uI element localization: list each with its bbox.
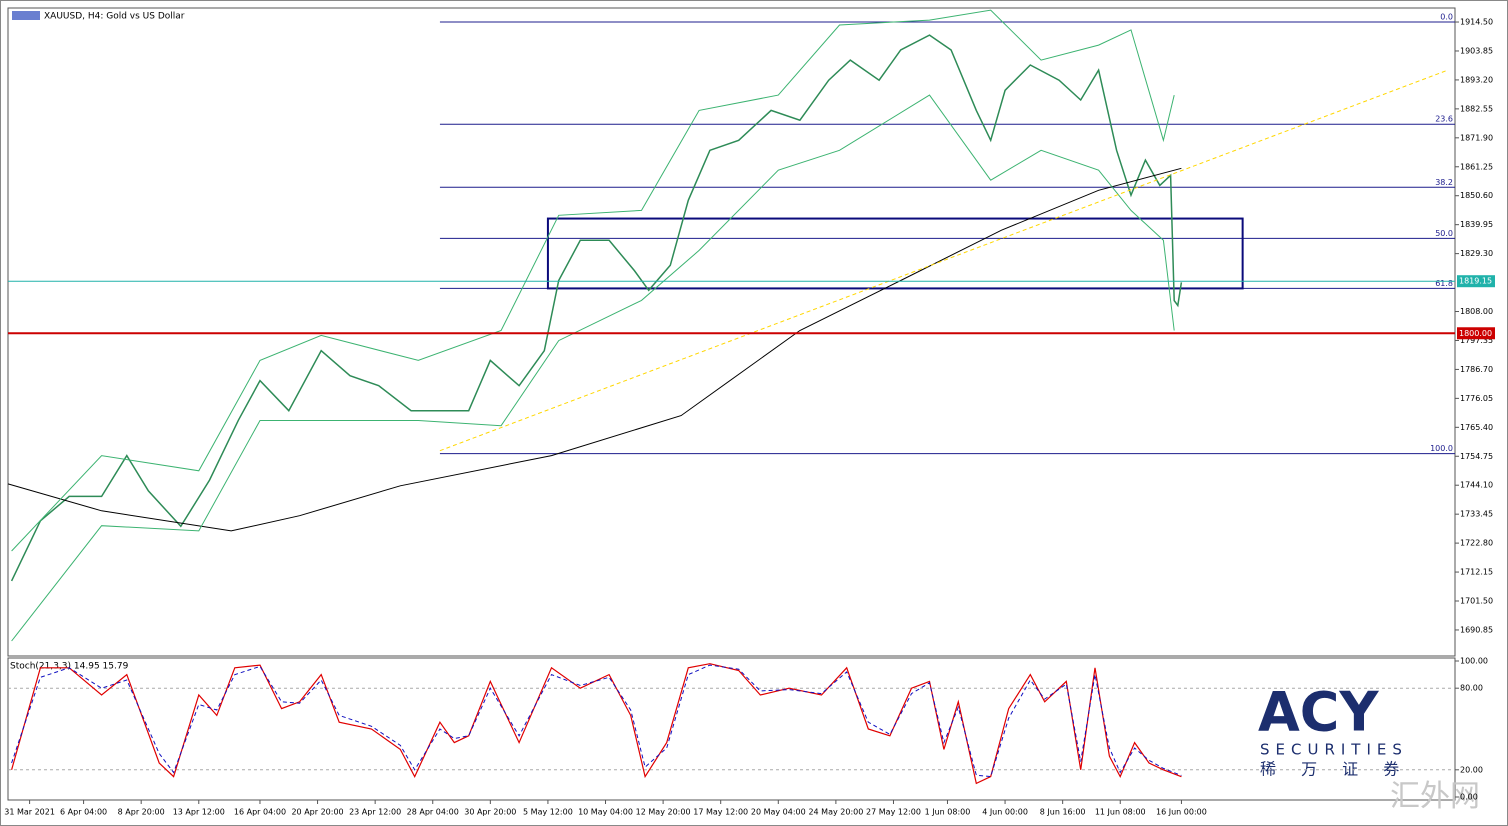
y-tick-label: 1786.70 <box>1460 365 1493 374</box>
y-tick-label: 1722.80 <box>1460 539 1493 548</box>
y-tick-label: 1808.00 <box>1460 307 1493 316</box>
price-tag-label: 1819.15 <box>1459 277 1492 286</box>
logo: ACY SECURITIES 稀 万 证 券 <box>1258 681 1409 779</box>
y-tick-label: 1733.45 <box>1460 510 1493 519</box>
stoch-panel <box>7 657 1456 801</box>
symbol-icon <box>12 11 40 20</box>
x-tick-label: 27 May 12:00 <box>866 808 921 817</box>
x-tick-label: 11 Jun 08:00 <box>1095 808 1146 817</box>
price-tag-label: 1800.00 <box>1459 329 1492 338</box>
x-tick-label: 24 May 20:00 <box>808 808 863 817</box>
x-tick-label: 1 Jun 08:00 <box>925 808 971 817</box>
series-line <box>11 663 1182 785</box>
x-tick-label: 10 May 04:00 <box>578 808 633 817</box>
y-tick-label: 1850.60 <box>1460 191 1493 200</box>
x-tick-label: 28 Apr 04:00 <box>407 808 459 817</box>
x-tick-label: 6 Apr 04:00 <box>60 808 107 817</box>
y-tick-label: 1744.10 <box>1460 481 1493 490</box>
x-tick-label: 12 May 20:00 <box>636 808 691 817</box>
y-tick-label: 100.00 <box>1460 656 1488 665</box>
x-tick-label: 16 Jun 00:00 <box>1156 808 1207 817</box>
y-tick-label: 1776.05 <box>1460 394 1493 403</box>
x-tick-label: 23 Apr 12:00 <box>349 808 401 817</box>
fib-label: 38.2 <box>1435 178 1453 187</box>
fib-label: 23.6 <box>1435 115 1453 124</box>
stoch-title: Stoch(21,3,3) 14.95 15.79 <box>10 662 129 672</box>
watermark: 汇外网 <box>1390 779 1480 814</box>
x-tick-label: 20 May 04:00 <box>751 808 806 817</box>
y-tick-label: 1871.90 <box>1460 133 1493 142</box>
fib-label: 0.0 <box>1440 13 1453 22</box>
y-tick-label: 1914.50 <box>1460 18 1493 27</box>
y-tick-label: 1882.55 <box>1460 104 1493 113</box>
logo-text: ACY <box>1258 681 1379 744</box>
logo-subtitle: SECURITIES <box>1260 741 1408 759</box>
x-tick-label: 17 May 12:00 <box>693 808 748 817</box>
y-tick-label: 1903.85 <box>1460 46 1493 55</box>
x-tick-label: 13 Apr 12:00 <box>173 808 225 817</box>
x-tick-label: 16 Apr 04:00 <box>234 808 286 817</box>
x-tick-label: 31 Mar 2021 <box>4 808 55 817</box>
series-line <box>11 94 1175 642</box>
y-tick-label: 80.00 <box>1460 684 1483 693</box>
x-tick-label: 5 May 12:00 <box>523 808 573 817</box>
y-tick-label: 1797.35 <box>1460 336 1493 345</box>
x-tick-label: 8 Jun 16:00 <box>1040 808 1086 817</box>
price-tag <box>1457 327 1495 340</box>
series-line <box>439 69 1448 452</box>
series-line <box>11 664 1182 778</box>
y-tick-label: 1754.75 <box>1460 452 1493 461</box>
x-tick-label: 20 Apr 20:00 <box>291 808 343 817</box>
y-tick-label: 1829.30 <box>1460 249 1493 258</box>
price-tag <box>1457 275 1495 288</box>
y-tick-label: 1861.25 <box>1460 162 1493 171</box>
y-tick-label: 1765.40 <box>1460 423 1493 432</box>
main-panel <box>7 7 1456 657</box>
y-tick-label: 0.00 <box>1460 793 1478 802</box>
y-tick-label: 1839.95 <box>1460 220 1493 229</box>
chart-title: XAUUSD, H4: Gold vs US Dollar <box>44 12 185 22</box>
y-tick-label: 1690.85 <box>1460 625 1493 634</box>
y-tick-label: 20.00 <box>1460 765 1483 774</box>
series-line <box>7 167 1182 532</box>
fib-label: 100.0 <box>1430 444 1453 453</box>
x-tick-label: 8 Apr 20:00 <box>118 808 165 817</box>
x-tick-label: 30 Apr 20:00 <box>464 808 516 817</box>
y-tick-label: 1712.15 <box>1460 568 1493 577</box>
zone-box <box>546 217 1244 290</box>
y-tick-label: 1893.20 <box>1460 75 1493 84</box>
fib-label: 61.8 <box>1435 279 1453 288</box>
series-line <box>10 34 1183 582</box>
logo-chinese: 稀 万 证 券 <box>1260 760 1409 779</box>
y-tick-label: 1701.50 <box>1460 597 1493 606</box>
series-line <box>11 9 1175 552</box>
fib-label: 50.0 <box>1435 229 1453 238</box>
x-tick-label: 4 Jun 00:00 <box>982 808 1028 817</box>
